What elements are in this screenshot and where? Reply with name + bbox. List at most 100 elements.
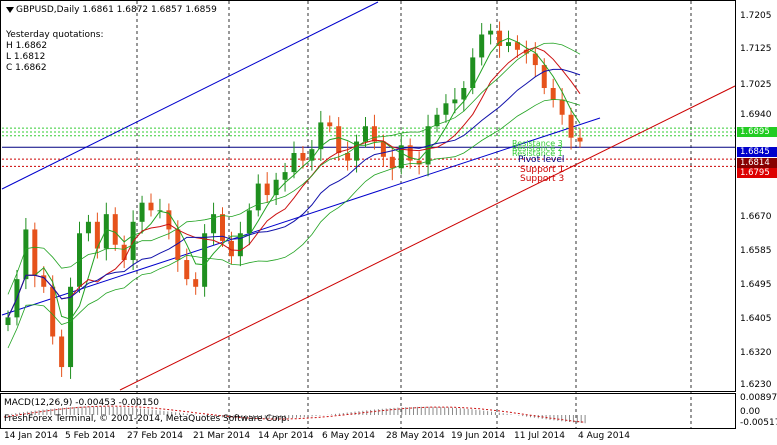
price-tick: 1.6320 (740, 348, 772, 358)
yesterday-high: H 1.6862 (6, 41, 48, 51)
candle-body (23, 229, 29, 280)
upper-channel-line (1, 1, 379, 190)
price-tick: 1.6585 (740, 246, 772, 256)
ma-red-line (7, 46, 581, 318)
candle-body (514, 42, 520, 50)
candle-body (5, 317, 11, 326)
candle-body (479, 34, 485, 58)
price-tick: 1.6495 (740, 280, 772, 290)
macd-scale-tick: 0.00 (740, 407, 761, 417)
date-tick: 21 Mar 2014 (193, 431, 251, 441)
expand-triangle-icon[interactable] (5, 6, 17, 16)
candle-body (336, 126, 342, 153)
price-tick: 1.6670 (740, 212, 772, 222)
candle-body (139, 202, 145, 222)
date-tick: 14 Jan 2014 (4, 431, 58, 441)
candle-body (291, 152, 297, 173)
date-tick: 6 May 2014 (322, 431, 375, 441)
candle-body (577, 137, 583, 142)
candle-body (345, 152, 351, 161)
price-scale[interactable]: 1.7205 1.7125 1.7025 1.6940 1.6670 1.658… (736, 0, 777, 430)
resistance-2-label: Resistance 2 (512, 144, 563, 153)
candle-body (434, 114, 440, 127)
candle-body (255, 183, 261, 211)
bollinger-lower-line (7, 99, 581, 349)
macd-label: MACD(12,26,9) -0.00453 -0.00150 (4, 398, 160, 408)
price-chart-area[interactable] (0, 0, 736, 392)
candle-body (470, 57, 476, 89)
date-tick: 4 Aug 2014 (578, 431, 630, 441)
candle-body (121, 244, 127, 261)
support-3-label: Support 3 (520, 174, 565, 184)
symbol-header: GBPUSD,Daily 1.6861 1.6872 1.6857 1.6859 (16, 5, 217, 15)
ma-fast-line (7, 37, 581, 320)
candle-body (532, 53, 538, 66)
candle-body (211, 214, 217, 234)
candle-body (523, 49, 529, 54)
candle-body (488, 30, 494, 35)
candle-body (461, 88, 467, 100)
pivot-price-badge: 1.6845 (737, 147, 777, 157)
candle-body (166, 210, 172, 230)
candle-body (389, 156, 395, 169)
copyright-text: FreshForex Terminal, © 2001-2014, MetaQu… (4, 414, 290, 424)
candle-body (193, 279, 199, 287)
candle-body (68, 286, 74, 368)
candle-body (175, 229, 181, 261)
price-tick: 1.6940 (740, 110, 772, 120)
macd-signal-line (3, 405, 586, 423)
candle-body (103, 214, 109, 249)
yesterday-low: L 1.6812 (6, 52, 46, 62)
candle-body (300, 152, 306, 161)
yesterday-close: C 1.6862 (6, 63, 47, 73)
bollinger-upper-line (7, 42, 581, 295)
candle-body (237, 233, 243, 257)
macd-scale-tick: 0.00897 (740, 393, 777, 403)
candle-body (85, 221, 91, 234)
macd-indicator-area[interactable] (0, 393, 736, 429)
price-tick: 1.7125 (740, 44, 772, 54)
candle-body (50, 286, 56, 337)
date-tick: 14 Apr 2014 (258, 431, 314, 441)
date-scale[interactable]: 14 Jan 2014 5 Feb 2014 27 Feb 2014 21 Ma… (0, 430, 736, 445)
candle-body (148, 202, 154, 211)
candle-body (94, 221, 100, 249)
candle-body (264, 183, 270, 196)
candle-body (380, 141, 386, 157)
lower-channel-line (119, 85, 736, 391)
resistance-3-label: Resistance 3 (512, 139, 563, 148)
candle-body (443, 103, 449, 115)
date-tick: 27 Feb 2014 (127, 431, 184, 441)
price-tick: 1.6230 (740, 380, 772, 390)
candle-body (425, 126, 431, 165)
date-tick: 28 May 2014 (386, 431, 445, 441)
candle-body (318, 122, 324, 150)
candle-body (452, 99, 458, 104)
candle-body (327, 122, 333, 127)
candle-body (41, 275, 47, 287)
candle-body (220, 214, 225, 241)
pivot-level-label: Pivot level (518, 155, 565, 165)
candle-body (541, 65, 547, 89)
date-tick: 5 Feb 2014 (65, 431, 116, 441)
ma-blue-line (7, 68, 581, 318)
candle-body (398, 145, 404, 169)
candle-body (416, 160, 422, 165)
resistance-price-badge: 1.6895 (737, 127, 777, 137)
macd-scale-tick: -0.00517 (740, 418, 777, 428)
candle-body (506, 42, 511, 46)
support-1-price-badge: 1.6814 (737, 158, 777, 168)
candle-body (112, 214, 118, 245)
candle-body (568, 114, 574, 138)
date-tick: 19 Jun 2014 (451, 431, 506, 441)
candle-body (202, 233, 208, 287)
support-3-price-badge: 1.6795 (737, 168, 777, 178)
support-1-label: Support 1 (520, 165, 565, 175)
candle-body (407, 145, 413, 161)
price-tick: 1.7025 (740, 80, 772, 90)
yesterday-quotations-title: Yesterday quotations: (6, 30, 104, 40)
candle-body (246, 210, 252, 234)
candle-body (282, 172, 288, 180)
candle-body (371, 126, 377, 142)
candle-body (59, 336, 65, 368)
